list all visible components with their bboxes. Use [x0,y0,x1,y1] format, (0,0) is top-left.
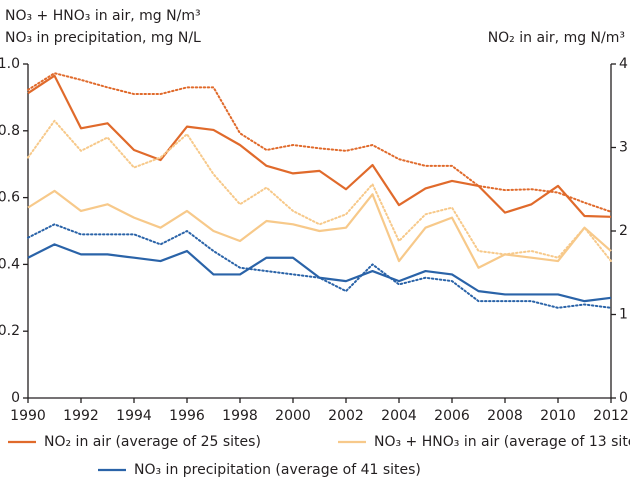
y-tick-label: 0.2 [0,323,20,339]
y-tick-label: 0.6 [0,190,20,206]
x-tick-label: 2010 [540,408,576,424]
y2-tick-label: 2 [619,223,628,239]
series-line [27,223,612,309]
x-tick-label: 2008 [487,408,523,424]
x-tick-label: 1990 [10,408,46,424]
y-tick-label: 0.4 [0,256,20,272]
series-line [27,189,612,269]
x-tick-label: 1992 [63,408,99,424]
y2-tick-label: 0 [619,390,628,406]
legend-label: NO₂ in air (average of 25 sites) [44,434,261,450]
x-tick-label: 2006 [434,408,470,424]
x-tick-label: 1994 [116,408,152,424]
y-tick-label: 0 [11,390,20,406]
series-line [27,72,612,213]
x-tick-label: 2002 [328,408,364,424]
y2-tick-label: 1 [619,307,628,323]
y2-tick-label: 4 [619,56,628,72]
y-axis-label: NO₃ in precipitation, mg N/L [5,30,201,46]
series-line [27,74,612,218]
x-tick-label: 2004 [381,408,417,424]
y-axis-label: NO₃ + HNO₃ in air, mg N/m³ [5,8,201,24]
x-tick-label: 1996 [169,408,205,424]
x-tick-label: 2000 [275,408,311,424]
series-line [27,119,612,263]
legend-label: NO₃ in precipitation (average of 41 site… [134,462,421,478]
y2-axis-label: NO₂ in air, mg N/m³ [488,30,625,46]
legend-label: NO₃ + HNO₃ in air (average of 13 sites) [374,434,630,450]
y-tick-label: 1.0 [0,56,20,72]
x-tick-label: 2012 [593,408,629,424]
x-tick-label: 1998 [222,408,258,424]
y-tick-label: 0.8 [0,123,20,139]
y2-tick-label: 3 [619,140,628,156]
